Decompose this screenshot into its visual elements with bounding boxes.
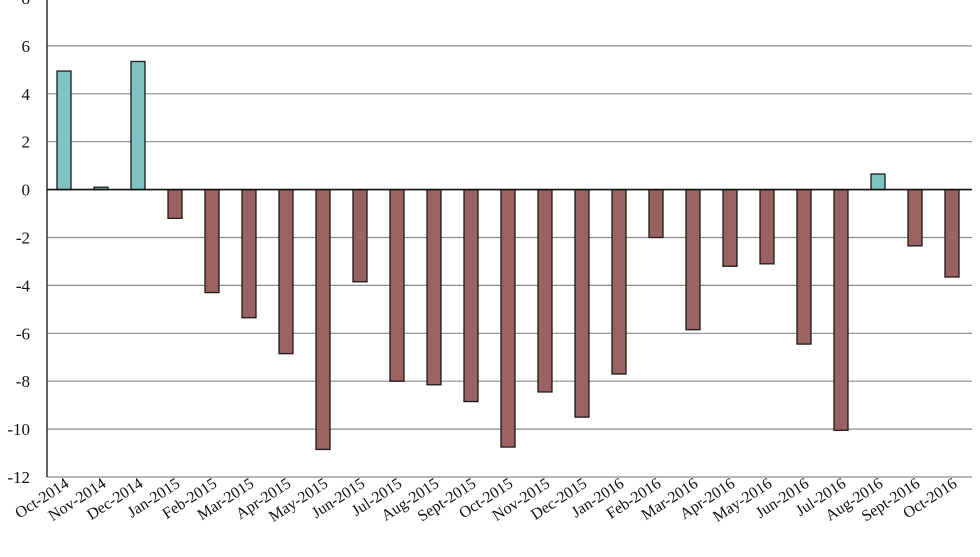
y-tick-label: 8 xyxy=(22,0,31,8)
bar-may-2015 xyxy=(315,188,331,451)
bar-jan-2015 xyxy=(167,188,183,219)
bar-jul-2016 xyxy=(833,188,849,431)
y-tick-label: -12 xyxy=(7,468,30,487)
bar-dec-2014 xyxy=(130,60,146,191)
y-tick-label: -4 xyxy=(16,276,31,295)
bar-aug-2016 xyxy=(870,173,886,191)
y-tick-label: -6 xyxy=(16,324,30,343)
y-tick-label: 2 xyxy=(22,133,31,152)
y-tick-labels: 8 6 4 2 0 -2 -4 -6 -8 -10 -12 xyxy=(7,0,30,487)
bar-apr-2016 xyxy=(722,188,738,267)
bar-apr-2015 xyxy=(278,188,294,355)
bar-aug-2015 xyxy=(426,188,442,386)
y-tick-label: 4 xyxy=(22,85,31,104)
y-tick-label: -10 xyxy=(7,420,30,439)
y-tick-label: 0 xyxy=(22,181,31,200)
y-tick-label: -8 xyxy=(16,372,30,391)
bar-jun-2016 xyxy=(796,188,812,345)
y-tick-label: -2 xyxy=(16,229,30,248)
bar-jul-2015 xyxy=(389,188,405,382)
bar-jun-2015 xyxy=(352,188,368,283)
bar-feb-2016 xyxy=(648,188,664,239)
bar-mar-2016 xyxy=(685,188,701,331)
bar-sept-2015 xyxy=(463,188,479,403)
bar-oct-2014 xyxy=(56,70,72,191)
bar-mar-2015 xyxy=(241,188,257,319)
bar-sept-2016 xyxy=(907,188,923,247)
y-tick-label: 6 xyxy=(22,37,31,56)
axes xyxy=(46,0,972,477)
bar-may-2016 xyxy=(759,188,775,265)
bar-dec-2015 xyxy=(574,188,590,418)
x-tick-labels: Oct-2014Nov-2014Dec-2014Jan-2015Feb-2015… xyxy=(12,475,960,526)
bar-feb-2015 xyxy=(204,188,220,294)
bar-oct-2016 xyxy=(944,188,960,278)
bar-jan-2016 xyxy=(611,188,627,375)
bar-oct-2015 xyxy=(500,188,516,448)
bar-nov-2015 xyxy=(537,188,553,393)
bars xyxy=(56,60,960,451)
